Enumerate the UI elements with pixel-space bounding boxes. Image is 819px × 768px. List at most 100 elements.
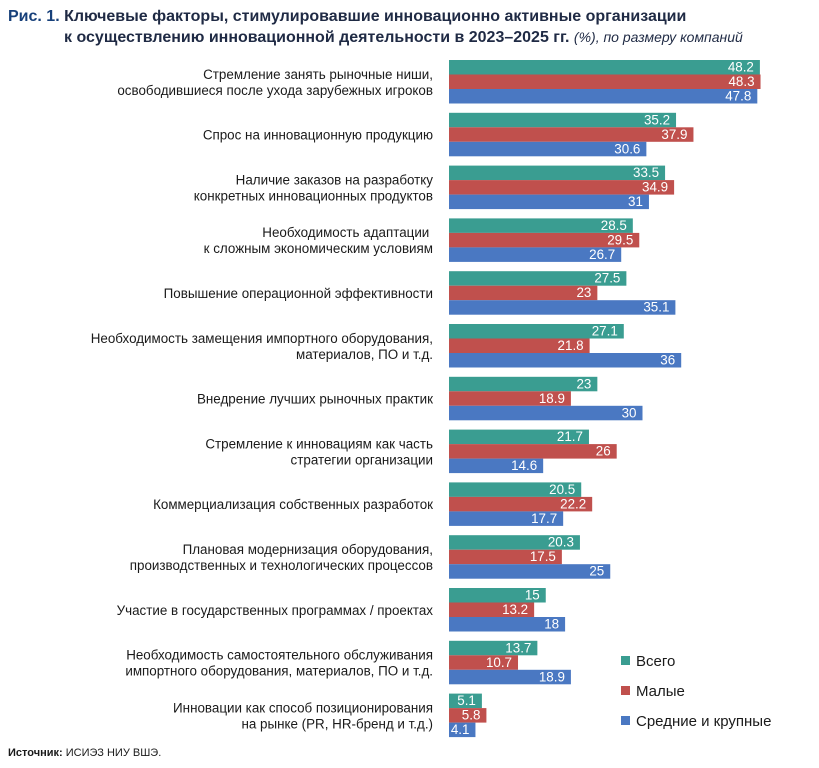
bar-total — [449, 588, 546, 603]
value-label: 13.7 — [505, 640, 531, 655]
legend-label: Всего — [636, 653, 675, 670]
value-label: 10.7 — [486, 655, 512, 670]
value-label: 17.7 — [531, 511, 557, 526]
category-label: Наличие заказов на разработку конкретных … — [194, 172, 434, 203]
value-label: 28.5 — [601, 218, 627, 233]
category-label: Участие в государственных программах / п… — [117, 603, 434, 618]
bar-small — [449, 444, 617, 459]
value-label: 23 — [576, 376, 591, 391]
category-label-line: Необходимость замещения импортного обору… — [91, 331, 433, 346]
category-label-line: конкретных инновационных продуктов — [194, 188, 433, 203]
value-label: 31 — [628, 194, 643, 209]
bar-small — [449, 602, 535, 617]
category-label-line: Повышение операционной эффективности — [164, 286, 433, 301]
legend-label: Средние и крупные — [636, 713, 771, 730]
category-label-line: на рынке (PR, HR-бренд и т.д.) — [241, 716, 433, 731]
category-label: Стремление к инновациям как часть стратег… — [205, 436, 433, 467]
bar-small — [449, 708, 487, 723]
category-label-line: Инновации как способ позиционирования — [173, 700, 433, 715]
value-label: 35.2 — [644, 112, 670, 127]
category-label-line: Внедрение лучших рыночных практик — [197, 392, 433, 407]
value-label: 48.3 — [728, 74, 754, 89]
value-label: 30.6 — [614, 141, 640, 156]
bar-small — [449, 232, 640, 248]
value-label: 26 — [596, 444, 611, 459]
legend-label: Малые — [636, 683, 685, 700]
value-label: 20.3 — [548, 535, 574, 550]
bar-small — [449, 496, 593, 512]
category-label-line: Наличие заказов на разработку — [236, 172, 434, 187]
bar-total — [449, 535, 580, 550]
bar-small — [449, 285, 598, 301]
bar-small — [449, 549, 562, 565]
bar-total — [449, 218, 633, 233]
value-label: 21.7 — [557, 429, 583, 444]
bar-total — [449, 693, 482, 709]
bar-total — [449, 376, 598, 392]
value-label: 14.6 — [511, 458, 537, 473]
value-label: 27.1 — [592, 324, 618, 339]
bar-medium_large — [449, 564, 611, 579]
value-label: 18.9 — [539, 391, 565, 406]
category-label-line: Коммерциализация собственных разработок — [153, 497, 433, 512]
bar-small — [449, 127, 694, 142]
value-label: 18 — [544, 617, 559, 632]
bar-medium_large — [449, 141, 647, 157]
category-label-line: Плановая модернизация оборудования, — [183, 542, 433, 557]
bar-total — [449, 271, 627, 286]
value-label: 23 — [576, 285, 591, 300]
bar-medium_large — [449, 194, 649, 210]
category-label-line: Стремление к инновациям как часть — [205, 436, 433, 451]
category-label-line: Участие в государственных программах / п… — [117, 603, 434, 618]
value-label: 25 — [589, 564, 604, 579]
category-label-line: Стремление занять рыночные ниши, — [203, 67, 433, 82]
bar-medium_large — [449, 353, 682, 368]
value-label: 47.8 — [725, 89, 751, 104]
value-label: 5.8 — [462, 708, 481, 723]
value-label: 22.2 — [560, 496, 586, 511]
value-label: 18.9 — [539, 669, 565, 684]
source-text: ИСИЭЗ НИУ ВШЭ. — [65, 747, 162, 759]
bar-total — [449, 482, 582, 497]
value-label: 48.2 — [728, 60, 754, 75]
value-label: 15 — [525, 588, 540, 603]
category-label-line: материалов, ПО и т.д. — [296, 347, 433, 362]
category-label-line: производственных и технологических проце… — [130, 558, 433, 573]
bar-total — [449, 324, 624, 339]
category-label-line: Спрос на инновационную продукцию — [203, 128, 433, 143]
title-unit: (%), по размеру компаний — [573, 29, 743, 45]
category-label: Стремление занять рыночные ниши, освободи… — [117, 67, 433, 98]
value-label: 4.1 — [451, 722, 470, 737]
bar-medium_large — [449, 722, 476, 738]
value-label: 36 — [660, 353, 675, 368]
value-label: 33.5 — [633, 165, 659, 180]
value-label: 30 — [622, 405, 637, 420]
category-label: Повышение операционной эффективности — [164, 286, 433, 301]
value-label: 21.8 — [558, 338, 584, 353]
category-label-line: освободившиеся после ухода зарубежных иг… — [117, 83, 433, 98]
category-label: Необходимость самостоятельного обслужива… — [125, 648, 433, 679]
category-label: Внедрение лучших рыночных практик — [197, 392, 433, 407]
legend-swatch-total — [621, 656, 630, 665]
category-label: Коммерциализация собственных разработок — [153, 497, 433, 512]
bar-small — [449, 391, 571, 406]
bar-total — [449, 112, 677, 128]
bar-total — [449, 429, 589, 445]
bar-medium_large — [449, 405, 643, 421]
category-label-line: Необходимость самостоятельного обслужива… — [126, 648, 433, 663]
category-label: Инновации как способ позиционирования на … — [173, 700, 433, 731]
bar-medium_large — [449, 617, 566, 632]
bar-small — [449, 180, 675, 195]
value-label: 5.1 — [457, 693, 476, 708]
source-note: Источник: ИСИЭЗ НИУ ВШЭ. — [8, 747, 161, 759]
category-label: Плановая модернизация оборудования, произ… — [130, 542, 433, 573]
bar-medium_large — [449, 89, 758, 104]
value-label: 27.5 — [594, 271, 620, 286]
value-label: 17.5 — [530, 549, 556, 564]
category-label-line: импортного оборудования, материалов, ПО … — [125, 664, 433, 679]
bar-total — [449, 165, 666, 181]
bar-small — [449, 74, 761, 89]
bar-medium_large — [449, 511, 564, 526]
category-label: Необходимость адаптации к сложным эконом… — [204, 225, 433, 256]
